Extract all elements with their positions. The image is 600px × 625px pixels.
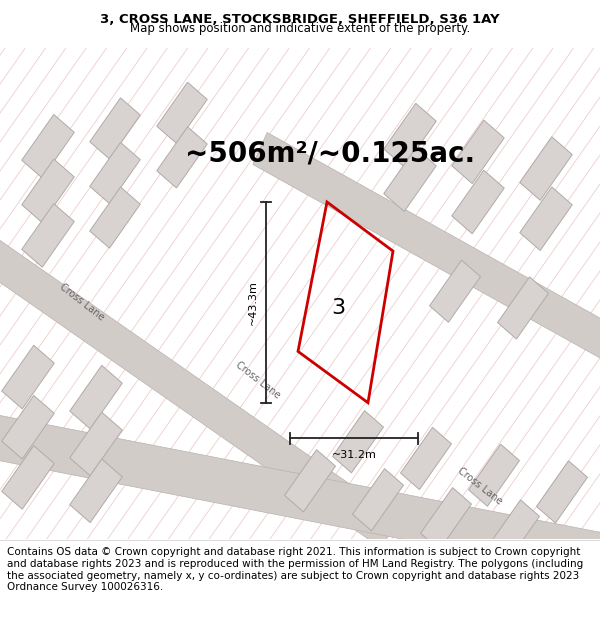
Polygon shape <box>536 461 587 523</box>
Text: Cross Lane: Cross Lane <box>58 282 106 322</box>
Polygon shape <box>401 428 451 489</box>
Text: ~506m²/~0.125ac.: ~506m²/~0.125ac. <box>185 139 475 168</box>
Polygon shape <box>90 142 140 204</box>
Polygon shape <box>70 459 122 522</box>
Polygon shape <box>0 239 398 548</box>
Polygon shape <box>22 114 74 178</box>
Text: Cross Lane: Cross Lane <box>234 360 282 401</box>
Polygon shape <box>332 411 383 473</box>
Text: ~31.2m: ~31.2m <box>332 449 376 459</box>
Polygon shape <box>488 500 539 562</box>
Polygon shape <box>253 132 600 365</box>
Polygon shape <box>384 103 436 167</box>
Polygon shape <box>469 444 520 506</box>
Polygon shape <box>157 127 207 188</box>
Polygon shape <box>70 366 122 429</box>
Polygon shape <box>22 204 74 268</box>
Polygon shape <box>452 120 504 184</box>
Text: Map shows position and indicative extent of the property.: Map shows position and indicative extent… <box>130 22 470 34</box>
Polygon shape <box>2 446 54 509</box>
Polygon shape <box>90 187 140 248</box>
Polygon shape <box>90 98 140 159</box>
Polygon shape <box>284 449 335 512</box>
Polygon shape <box>430 260 481 322</box>
Polygon shape <box>520 137 572 201</box>
Polygon shape <box>2 345 54 409</box>
Polygon shape <box>384 148 436 211</box>
Text: Cross Lane: Cross Lane <box>456 466 504 507</box>
Polygon shape <box>70 412 122 476</box>
Text: Contains OS data © Crown copyright and database right 2021. This information is : Contains OS data © Crown copyright and d… <box>7 548 583 592</box>
Polygon shape <box>0 414 600 581</box>
Polygon shape <box>421 488 472 550</box>
Polygon shape <box>157 82 207 143</box>
Text: 3, CROSS LANE, STOCKSBRIDGE, SHEFFIELD, S36 1AY: 3, CROSS LANE, STOCKSBRIDGE, SHEFFIELD, … <box>100 14 500 26</box>
Polygon shape <box>2 396 54 459</box>
Text: ~43.3m: ~43.3m <box>248 280 258 325</box>
Polygon shape <box>22 159 74 222</box>
Polygon shape <box>452 170 504 234</box>
Text: 3: 3 <box>331 298 345 318</box>
Polygon shape <box>497 277 548 339</box>
Polygon shape <box>520 187 572 251</box>
Polygon shape <box>353 469 403 531</box>
